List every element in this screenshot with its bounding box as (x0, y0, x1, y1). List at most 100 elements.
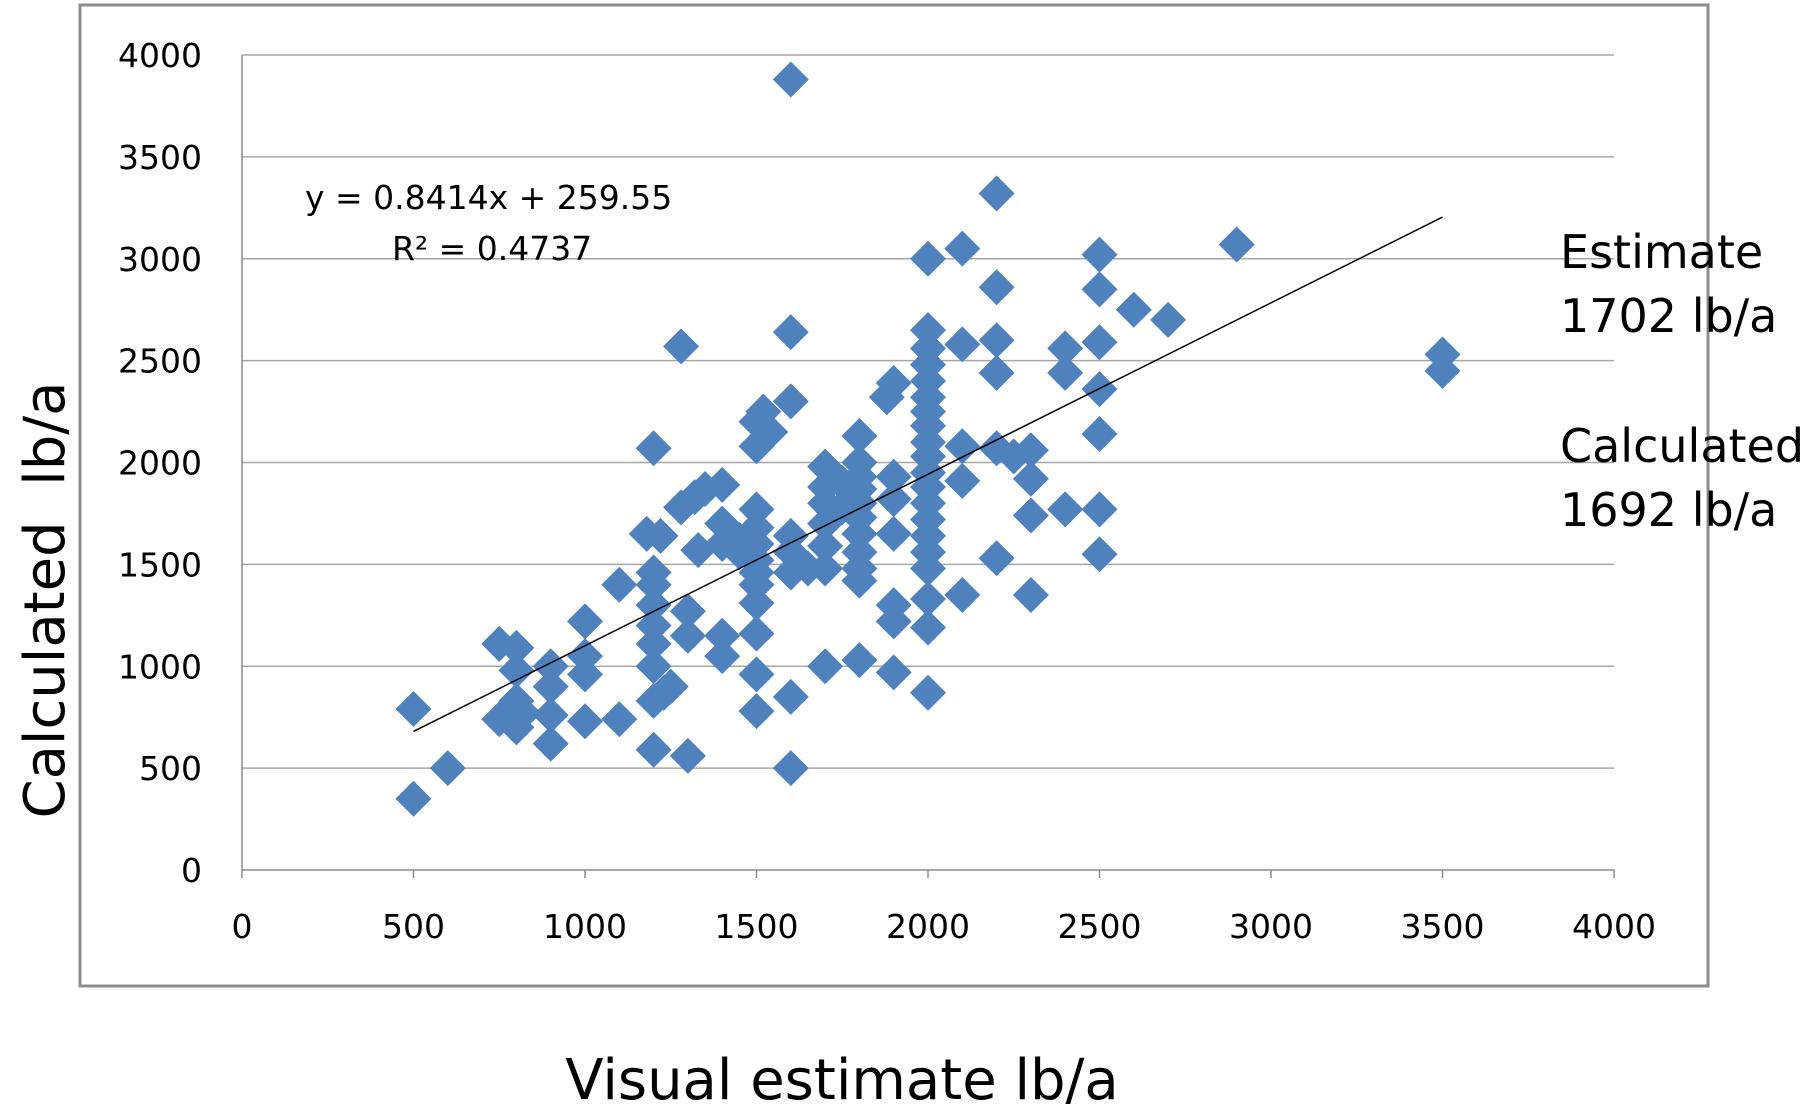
data-point (1081, 491, 1118, 528)
x-tick-label: 3000 (1229, 907, 1313, 946)
data-point (532, 725, 569, 762)
data-point (532, 668, 569, 705)
data-point (601, 566, 638, 603)
x-tick-label: 1000 (543, 907, 627, 946)
data-point (875, 603, 912, 640)
data-point (944, 462, 981, 499)
data-point (635, 566, 672, 603)
data-point (841, 515, 878, 552)
r-squared-label: R² = 0.4737 (392, 229, 592, 268)
data-point (1012, 432, 1049, 469)
data-point (635, 648, 672, 685)
data-point (1150, 301, 1187, 338)
calculated-label: Calculated (1560, 419, 1804, 473)
x-tick-label: 3500 (1401, 907, 1485, 946)
data-point (1081, 236, 1118, 273)
data-point (944, 576, 981, 613)
data-point (772, 383, 809, 420)
data-point (807, 648, 844, 685)
data-point (807, 550, 844, 587)
data-point (532, 648, 569, 685)
x-tick-label: 4000 (1572, 907, 1656, 946)
data-point (669, 737, 706, 774)
data-point (498, 652, 535, 689)
data-point (704, 638, 741, 675)
data-point (669, 593, 706, 630)
data-point (1012, 576, 1049, 613)
data-point (944, 428, 981, 465)
data-point (1081, 536, 1118, 573)
data-point (1012, 497, 1049, 534)
data-point (978, 322, 1015, 359)
data-point (772, 61, 809, 98)
data-point (910, 609, 946, 646)
data-point (663, 328, 700, 365)
data-point (738, 566, 775, 603)
data-point (704, 466, 741, 503)
y-tick-labels: 0 500 1000 1500 2000 2500 3000 3500 4000 (118, 36, 202, 890)
x-tick-label: 2500 (1058, 907, 1142, 946)
data-point (944, 326, 981, 363)
data-point (978, 540, 1015, 577)
x-tick-label: 1500 (715, 907, 799, 946)
data-point (738, 585, 775, 622)
x-axis-title: Visual estimate lb/a (565, 1048, 1119, 1113)
data-point (567, 703, 603, 740)
y-tick-label: 1000 (118, 647, 202, 686)
data-point (704, 617, 741, 654)
y-axis-title: Calculated lb/a (13, 382, 78, 819)
y-tick-label: 2500 (118, 342, 202, 381)
data-point (395, 780, 432, 817)
trend-line (413, 216, 1443, 733)
data-point (532, 697, 569, 734)
data-point (498, 629, 535, 666)
data-point (567, 656, 603, 693)
data-point (738, 491, 775, 528)
data-point (910, 550, 946, 587)
data-point (652, 668, 689, 705)
data-point (1047, 330, 1084, 367)
data-point (978, 269, 1015, 306)
data-point (395, 691, 432, 728)
data-point (910, 674, 946, 711)
data-point (635, 625, 672, 662)
data-point (1218, 226, 1255, 263)
data-point (1081, 271, 1118, 308)
y-tick-label: 1500 (118, 545, 202, 584)
x-tick-label: 2000 (886, 907, 970, 946)
axes (241, 55, 1615, 878)
data-point (1012, 460, 1049, 497)
data-point (841, 418, 878, 455)
data-point (875, 481, 912, 518)
data-point (1081, 324, 1118, 361)
x-tick-label: 0 (232, 907, 253, 946)
y-tick-label: 0 (181, 851, 202, 890)
x-tick-label: 500 (382, 907, 445, 946)
data-point (429, 750, 466, 787)
data-point (910, 240, 946, 277)
data-point (772, 678, 809, 715)
data-point (978, 175, 1015, 212)
y-tick-label: 500 (139, 749, 202, 788)
y-tick-label: 2000 (118, 444, 202, 483)
data-point (875, 458, 912, 495)
data-point (841, 642, 878, 679)
data-point (841, 562, 878, 599)
data-point (642, 517, 679, 554)
data-point (505, 695, 542, 732)
data-point (875, 654, 912, 691)
estimate-label: Estimate (1560, 225, 1763, 279)
data-point (567, 603, 603, 640)
data-point (807, 528, 844, 565)
data-point (567, 638, 603, 675)
data-point (1424, 352, 1461, 389)
data-point (875, 515, 912, 552)
x-tick-labels: 0 500 1000 1500 2000 2500 3000 3500 4000 (232, 907, 1656, 946)
data-point (772, 750, 809, 787)
data-point (1047, 491, 1084, 528)
data-point (772, 314, 809, 351)
data-point (738, 615, 775, 652)
y-tick-label: 4000 (118, 36, 202, 75)
estimate-value: 1702 lb/a (1560, 289, 1777, 343)
